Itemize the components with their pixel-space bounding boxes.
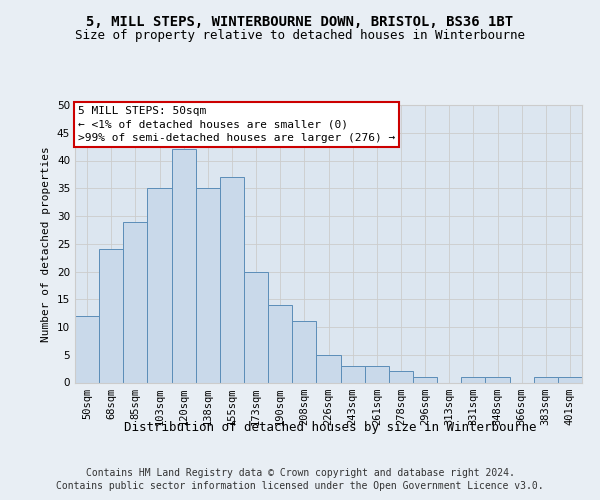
Bar: [316, 355, 341, 382]
Bar: [148, 188, 172, 382]
Text: Size of property relative to detached houses in Winterbourne: Size of property relative to detached ho…: [75, 30, 525, 43]
Bar: [461, 377, 485, 382]
Bar: [558, 377, 582, 382]
Bar: [341, 366, 365, 382]
Bar: [220, 177, 244, 382]
Bar: [172, 150, 196, 382]
Bar: [389, 372, 413, 382]
Bar: [196, 188, 220, 382]
Bar: [292, 322, 316, 382]
Bar: [244, 272, 268, 382]
Bar: [413, 377, 437, 382]
Bar: [99, 250, 123, 382]
Bar: [485, 377, 509, 382]
Text: Contains HM Land Registry data © Crown copyright and database right 2024.: Contains HM Land Registry data © Crown c…: [86, 468, 514, 477]
Bar: [75, 316, 99, 382]
Text: Distribution of detached houses by size in Winterbourne: Distribution of detached houses by size …: [124, 421, 536, 434]
Bar: [268, 305, 292, 382]
Bar: [534, 377, 558, 382]
Bar: [365, 366, 389, 382]
Text: Contains public sector information licensed under the Open Government Licence v3: Contains public sector information licen…: [56, 481, 544, 491]
Bar: [123, 222, 148, 382]
Text: 5 MILL STEPS: 50sqm
← <1% of detached houses are smaller (0)
>99% of semi-detach: 5 MILL STEPS: 50sqm ← <1% of detached ho…: [77, 106, 395, 143]
Y-axis label: Number of detached properties: Number of detached properties: [41, 146, 52, 342]
Text: 5, MILL STEPS, WINTERBOURNE DOWN, BRISTOL, BS36 1BT: 5, MILL STEPS, WINTERBOURNE DOWN, BRISTO…: [86, 16, 514, 30]
